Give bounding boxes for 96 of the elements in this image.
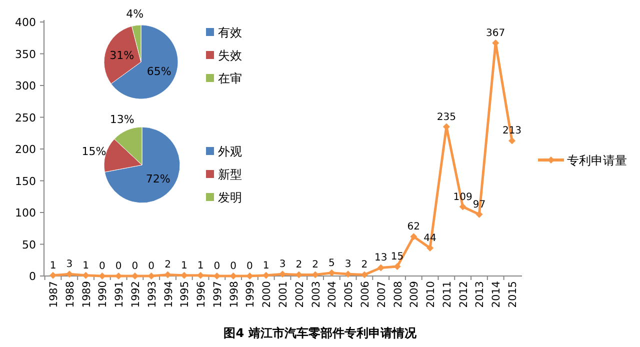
pie-slice [104,126,180,204]
data-label: 235 [436,112,456,123]
data-label: 72% [146,172,170,186]
data-label: 0 [98,261,106,272]
point [328,269,336,276]
data-label: 2 [312,260,318,271]
y-tick-label: 400 [15,16,36,29]
data-label: 3 [344,259,352,270]
point [98,272,106,280]
x-tick-label: 2002 [294,281,306,308]
data-label: 0 [148,261,155,272]
point [426,244,434,252]
data-label: 2 [164,260,171,271]
point [377,264,384,272]
data-label: 2 [296,260,302,271]
data-label: 15% [82,145,106,158]
data-label: 367 [486,28,506,39]
x-tick-label: 1996 [196,280,208,308]
data-label: 31% [110,49,134,62]
data-label: 0 [115,261,122,272]
y-tick-label: 150 [15,174,36,188]
point [164,271,172,278]
point [230,272,237,280]
x-tick-label: 2000 [261,281,274,308]
data-label: 0 [132,261,138,272]
data-label: 3 [66,259,73,270]
caption: 图4 靖江市汽车零部件专利申请情况 [224,326,418,340]
x-tick-label: 1989 [80,281,93,308]
x-tick-label: 1987 [48,281,60,308]
point [459,203,466,210]
data-label: 1 [180,260,188,272]
point [82,272,90,279]
x-tick-label: 2007 [376,281,388,308]
x-tick-label: 2010 [425,281,438,308]
x-tick-label: 2009 [408,281,421,308]
x-tick-label: 1994 [162,280,175,308]
y-tick-label: 50 [22,238,36,252]
point [394,262,401,270]
x-tick-label: 1993 [146,281,158,308]
point [246,272,254,280]
x-tick-label: 2012 [458,281,470,308]
x-tick-label: 2014 [490,280,503,308]
data-label: 13% [110,113,134,126]
x-tick-label: 2005 [343,281,356,308]
point [180,272,188,279]
legend-label: 新型 [218,168,242,182]
legend-label: 在审 [218,72,242,86]
x-tick-label: 2008 [392,281,404,308]
point [279,270,286,278]
x-tick-label: 2013 [474,281,486,308]
data-label: 3 [279,259,286,270]
x-tick-label: 1998 [228,281,240,308]
x-tick-label: 2011 [441,281,454,308]
point [508,137,516,144]
point [66,270,73,278]
x-tick-label: 1995 [179,281,192,308]
y-tick-label: 300 [15,80,36,92]
legend-label: 发明 [218,190,242,204]
data-label: 65% [146,65,172,78]
point [492,39,500,46]
data-label: 0 [230,261,237,272]
x-tick-label: 1997 [212,281,224,308]
data-label: 0 [214,261,220,272]
x-tick-label: 2001 [278,281,290,308]
x-tick-label: 1992 [130,281,142,308]
x-tick-label: 2003 [310,281,322,308]
x-tick-label: 2004 [326,280,339,308]
data-label: 1 [262,260,270,272]
legend-label: 有效 [218,26,242,40]
data-label: 13 [374,252,388,264]
data-label: 0 [246,261,253,272]
data-label: 62 [407,222,420,233]
y-tick-label: 0 [29,270,36,283]
data-label: 4% [126,7,144,20]
legend-label: 失效 [218,48,242,62]
legend-label: 专利申请量 [567,154,627,168]
point [410,233,418,240]
data-label: 1 [197,260,204,272]
data-label: 1 [50,260,56,272]
point [476,210,483,218]
x-tick-label: 2006 [359,280,372,308]
y-tick-label: 200 [15,143,36,156]
y-tick-label: 350 [15,48,36,61]
x-tick-label: 1991 [114,281,126,308]
x-tick-label: 1990 [97,281,110,308]
y-tick-label: 250 [15,111,36,124]
data-label: 5 [328,258,335,269]
x-tick-label: 1988 [64,281,76,308]
data-label: 2 [361,260,368,271]
point [50,272,56,279]
x-tick-label: 2015 [507,281,519,308]
point [262,272,270,279]
y-tick-label: 100 [15,206,36,220]
x-tick-label: 1999 [244,281,257,308]
data-label: 1 [82,260,89,272]
legend-label: 外观 [218,144,242,158]
